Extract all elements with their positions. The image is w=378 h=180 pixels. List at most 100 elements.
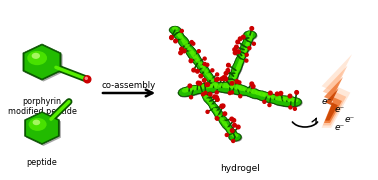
Ellipse shape xyxy=(269,95,282,105)
Circle shape xyxy=(201,93,204,96)
Ellipse shape xyxy=(218,83,225,88)
Ellipse shape xyxy=(236,53,245,64)
Ellipse shape xyxy=(189,50,199,62)
Ellipse shape xyxy=(248,89,263,100)
Ellipse shape xyxy=(218,83,235,94)
Circle shape xyxy=(238,81,241,84)
Ellipse shape xyxy=(276,96,290,105)
Ellipse shape xyxy=(238,51,245,60)
Circle shape xyxy=(170,36,173,40)
Polygon shape xyxy=(325,88,339,121)
Ellipse shape xyxy=(177,34,187,45)
Ellipse shape xyxy=(235,56,245,69)
Ellipse shape xyxy=(255,91,270,101)
Ellipse shape xyxy=(201,65,207,72)
Ellipse shape xyxy=(200,65,211,78)
Ellipse shape xyxy=(218,83,233,92)
Ellipse shape xyxy=(233,62,242,73)
Circle shape xyxy=(180,47,183,51)
Ellipse shape xyxy=(186,47,199,61)
Ellipse shape xyxy=(226,126,236,137)
Ellipse shape xyxy=(231,68,239,79)
Ellipse shape xyxy=(284,97,300,108)
Polygon shape xyxy=(323,66,347,125)
Ellipse shape xyxy=(203,94,209,100)
Ellipse shape xyxy=(205,71,211,77)
Ellipse shape xyxy=(246,31,253,35)
Circle shape xyxy=(192,42,195,45)
Circle shape xyxy=(223,76,227,80)
Ellipse shape xyxy=(243,35,252,46)
Circle shape xyxy=(206,63,209,66)
Ellipse shape xyxy=(198,84,205,89)
Circle shape xyxy=(251,85,255,88)
Ellipse shape xyxy=(200,65,209,76)
Ellipse shape xyxy=(217,113,225,122)
Ellipse shape xyxy=(191,86,203,93)
Ellipse shape xyxy=(253,91,264,98)
Ellipse shape xyxy=(244,31,257,40)
Ellipse shape xyxy=(275,95,291,106)
Ellipse shape xyxy=(214,109,225,121)
Circle shape xyxy=(250,82,254,86)
Ellipse shape xyxy=(195,85,208,93)
Ellipse shape xyxy=(195,57,200,63)
Ellipse shape xyxy=(274,95,282,101)
Circle shape xyxy=(268,103,271,107)
Ellipse shape xyxy=(250,89,257,94)
Ellipse shape xyxy=(271,95,288,106)
Ellipse shape xyxy=(203,93,213,105)
Ellipse shape xyxy=(226,83,242,94)
Ellipse shape xyxy=(214,82,229,92)
Circle shape xyxy=(188,84,192,88)
Ellipse shape xyxy=(226,79,236,93)
Ellipse shape xyxy=(272,95,286,105)
Circle shape xyxy=(223,112,227,116)
Ellipse shape xyxy=(191,53,202,65)
Ellipse shape xyxy=(209,83,218,88)
Ellipse shape xyxy=(245,42,249,50)
Circle shape xyxy=(216,117,219,120)
Ellipse shape xyxy=(240,40,251,54)
Ellipse shape xyxy=(240,87,253,96)
Ellipse shape xyxy=(283,96,299,107)
Ellipse shape xyxy=(191,53,201,64)
Ellipse shape xyxy=(189,50,201,64)
Circle shape xyxy=(215,117,218,120)
Circle shape xyxy=(293,107,296,110)
Ellipse shape xyxy=(177,35,189,48)
Ellipse shape xyxy=(233,72,237,79)
Ellipse shape xyxy=(203,93,212,103)
Ellipse shape xyxy=(210,103,218,113)
Ellipse shape xyxy=(255,91,261,95)
Circle shape xyxy=(232,118,235,122)
Ellipse shape xyxy=(177,34,186,43)
Ellipse shape xyxy=(212,107,221,116)
Ellipse shape xyxy=(239,48,247,58)
Ellipse shape xyxy=(243,34,253,48)
Circle shape xyxy=(85,77,87,79)
Ellipse shape xyxy=(243,39,250,49)
Ellipse shape xyxy=(229,71,238,82)
Ellipse shape xyxy=(212,106,222,117)
Ellipse shape xyxy=(208,100,216,109)
Ellipse shape xyxy=(231,64,241,77)
Ellipse shape xyxy=(241,52,245,58)
Ellipse shape xyxy=(291,98,299,103)
Ellipse shape xyxy=(239,58,243,64)
Ellipse shape xyxy=(214,109,223,120)
Ellipse shape xyxy=(194,57,204,69)
Ellipse shape xyxy=(242,49,246,55)
Ellipse shape xyxy=(222,119,232,131)
Ellipse shape xyxy=(212,84,223,91)
Ellipse shape xyxy=(226,79,234,91)
Ellipse shape xyxy=(181,39,191,50)
Ellipse shape xyxy=(196,60,206,71)
Ellipse shape xyxy=(32,53,40,59)
Ellipse shape xyxy=(172,27,182,39)
Ellipse shape xyxy=(244,31,256,39)
Circle shape xyxy=(231,129,234,132)
Circle shape xyxy=(182,49,186,53)
Ellipse shape xyxy=(271,94,287,105)
Text: e⁻: e⁻ xyxy=(345,116,355,125)
